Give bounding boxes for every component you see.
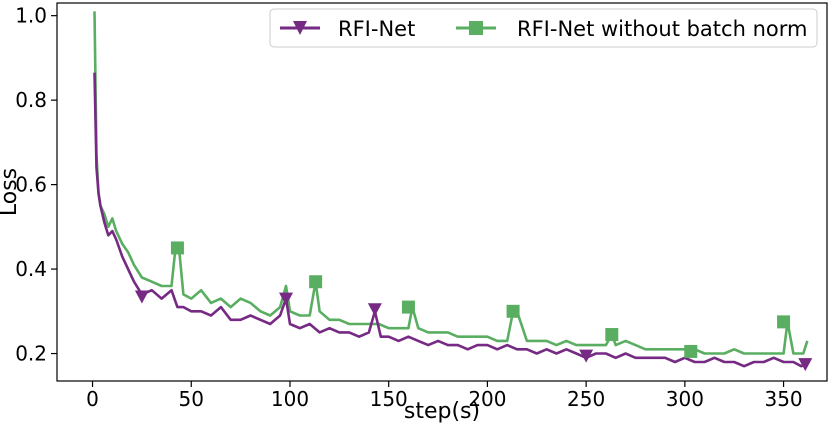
x-tick-label: 200	[468, 387, 506, 411]
square-marker	[309, 275, 323, 289]
square-marker	[170, 241, 184, 255]
y-axis-ticks: 0.2 0.4 0.6 0.8 1.0	[15, 4, 57, 366]
x-tick-label: 350	[764, 387, 802, 411]
square-marker	[506, 304, 520, 318]
legend-box	[269, 8, 818, 48]
square-marker	[777, 315, 791, 329]
legend-label-rfi-net: RFI-Net	[338, 17, 415, 41]
legend: RFI-Net RFI-Net without batch norm	[269, 8, 818, 48]
x-tick-label: 150	[370, 387, 408, 411]
triangle-marker	[798, 358, 813, 372]
marker-layer	[134, 241, 813, 372]
triangle-marker	[134, 290, 149, 304]
x-tick-label: 100	[271, 387, 309, 411]
x-axis-ticks: 0 50 100 150 200 250 300 350	[86, 381, 803, 411]
square-marker	[684, 344, 698, 358]
x-axis-label: step(s)	[404, 399, 480, 424]
y-tick-label: 1.0	[15, 4, 47, 28]
plot-frame	[56, 2, 828, 382]
triangle-marker	[367, 303, 382, 317]
square-marker	[605, 328, 619, 342]
legend-marker-triangle-icon	[293, 21, 307, 35]
series-line-rfi-net	[93, 72, 806, 368]
y-tick-label: 0.6	[15, 173, 47, 197]
y-tick-label: 0.2	[15, 342, 47, 366]
y-tick-label: 0.8	[15, 88, 47, 112]
y-axis-label: Loss	[0, 168, 22, 216]
square-marker	[401, 300, 415, 314]
x-tick-label: 50	[179, 387, 204, 411]
legend-marker-square-icon	[469, 21, 483, 35]
x-tick-label: 0	[86, 387, 99, 411]
x-tick-label: 250	[567, 387, 605, 411]
triangle-marker	[579, 349, 594, 363]
y-tick-label: 0.4	[15, 257, 47, 281]
plot-background	[57, 3, 827, 381]
x-tick-label: 300	[666, 387, 704, 411]
triangle-marker	[279, 292, 294, 306]
legend-label-rfi-net-no-bn: RFI-Net without batch norm	[517, 17, 807, 41]
